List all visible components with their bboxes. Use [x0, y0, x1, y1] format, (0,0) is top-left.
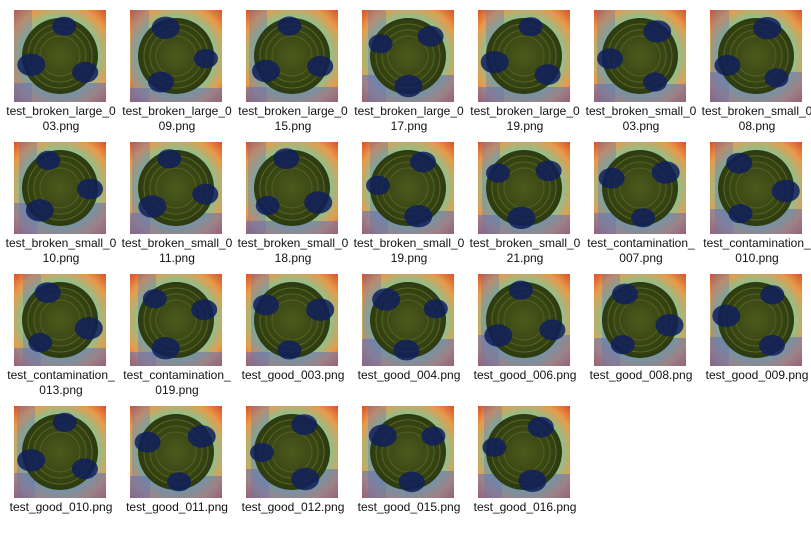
file-item[interactable]: test_good_004.png [353, 264, 469, 396]
file-item[interactable]: test_good_016.png [469, 396, 585, 528]
heatmap-thumbnail-icon [14, 142, 106, 234]
file-name-label: test_broken_small_019.png [353, 236, 465, 265]
file-item[interactable]: test_broken_small_019.png [353, 132, 469, 265]
file-name-label: test_broken_large_003.png [6, 104, 116, 133]
file-name-label: test_contamination_013.png [7, 368, 115, 397]
file-item[interactable]: test_contamination_019.png [121, 264, 237, 397]
file-item[interactable]: test_broken_small_003.png [585, 0, 701, 133]
file-name-label: test_good_004.png [357, 368, 461, 382]
heatmap-thumbnail-icon [130, 406, 222, 498]
file-name-label: test_good_011.png [126, 500, 228, 514]
heatmap-thumbnail-icon [710, 274, 802, 366]
file-name-label: test_contamination_007.png [587, 236, 695, 265]
file-name-label: test_broken_small_018.png [237, 236, 349, 265]
file-item[interactable]: test_broken_small_008.png [701, 0, 811, 133]
file-item[interactable]: test_good_012.png [237, 396, 353, 528]
heatmap-thumbnail-icon [710, 10, 802, 102]
heatmap-thumbnail-icon [246, 142, 338, 234]
file-name-label: test_good_003.png [241, 368, 345, 382]
heatmap-thumbnail-icon [594, 142, 686, 234]
file-name-label: test_broken_small_021.png [469, 236, 581, 265]
heatmap-thumbnail-icon [594, 10, 686, 102]
file-item[interactable]: test_contamination_013.png [5, 264, 121, 397]
file-item[interactable]: test_good_010.png [5, 396, 121, 528]
file-name-label: test_good_015.png [357, 500, 461, 514]
file-item[interactable]: test_broken_small_011.png [121, 132, 237, 265]
file-name-label: test_broken_large_019.png [470, 104, 580, 133]
file-name-label: test_good_008.png [589, 368, 693, 382]
heatmap-thumbnail-icon [362, 142, 454, 234]
file-item[interactable]: test_broken_large_015.png [237, 0, 353, 133]
file-item[interactable]: test_contamination_007.png [585, 132, 701, 265]
heatmap-thumbnail-icon [130, 10, 222, 102]
file-item[interactable]: test_broken_large_019.png [469, 0, 585, 133]
file-item[interactable]: test_broken_small_021.png [469, 132, 585, 265]
heatmap-thumbnail-icon [14, 274, 106, 366]
heatmap-thumbnail-icon [14, 10, 106, 102]
file-name-label: test_broken_small_003.png [585, 104, 697, 133]
heatmap-thumbnail-icon [478, 274, 570, 366]
file-item[interactable]: test_good_015.png [353, 396, 469, 528]
file-item[interactable]: test_good_009.png [701, 264, 811, 396]
file-name-label: test_contamination_019.png [123, 368, 231, 397]
heatmap-thumbnail-icon [14, 406, 106, 498]
file-name-label: test_good_016.png [473, 500, 577, 514]
file-name-label: test_good_009.png [705, 368, 809, 382]
file-item[interactable]: test_broken_large_009.png [121, 0, 237, 133]
heatmap-thumbnail-icon [130, 142, 222, 234]
heatmap-thumbnail-icon [362, 274, 454, 366]
heatmap-thumbnail-icon [478, 406, 570, 498]
heatmap-thumbnail-icon [246, 406, 338, 498]
heatmap-thumbnail-icon [362, 406, 454, 498]
file-name-label: test_broken_small_008.png [701, 104, 811, 133]
file-item[interactable]: test_broken_large_003.png [5, 0, 121, 133]
heatmap-thumbnail-icon [130, 274, 222, 366]
file-name-label: test_broken_small_010.png [5, 236, 117, 265]
heatmap-thumbnail-icon [594, 274, 686, 366]
file-name-label: test_broken_small_011.png [121, 236, 233, 265]
file-item[interactable]: test_good_011.png [121, 396, 237, 528]
file-name-label: test_broken_large_009.png [122, 104, 232, 133]
file-name-label: test_good_010.png [9, 500, 113, 514]
file-name-label: test_good_006.png [473, 368, 577, 382]
file-item[interactable]: test_good_006.png [469, 264, 585, 396]
heatmap-thumbnail-icon [478, 142, 570, 234]
heatmap-thumbnail-icon [710, 142, 802, 234]
heatmap-thumbnail-icon [478, 10, 570, 102]
file-item[interactable]: test_contamination_010.png [701, 132, 811, 265]
file-item[interactable]: test_good_003.png [237, 264, 353, 396]
file-name-label: test_contamination_010.png [703, 236, 811, 265]
file-item[interactable]: test_broken_small_018.png [237, 132, 353, 265]
heatmap-thumbnail-icon [246, 10, 338, 102]
file-name-label: test_broken_large_015.png [238, 104, 348, 133]
heatmap-thumbnail-icon [362, 10, 454, 102]
file-item[interactable]: test_broken_large_017.png [353, 0, 469, 133]
file-name-label: test_good_012.png [241, 500, 345, 514]
file-name-label: test_broken_large_017.png [354, 104, 464, 133]
file-item[interactable]: test_broken_small_010.png [5, 132, 121, 265]
heatmap-thumbnail-icon [246, 274, 338, 366]
file-item[interactable]: test_good_008.png [585, 264, 701, 396]
